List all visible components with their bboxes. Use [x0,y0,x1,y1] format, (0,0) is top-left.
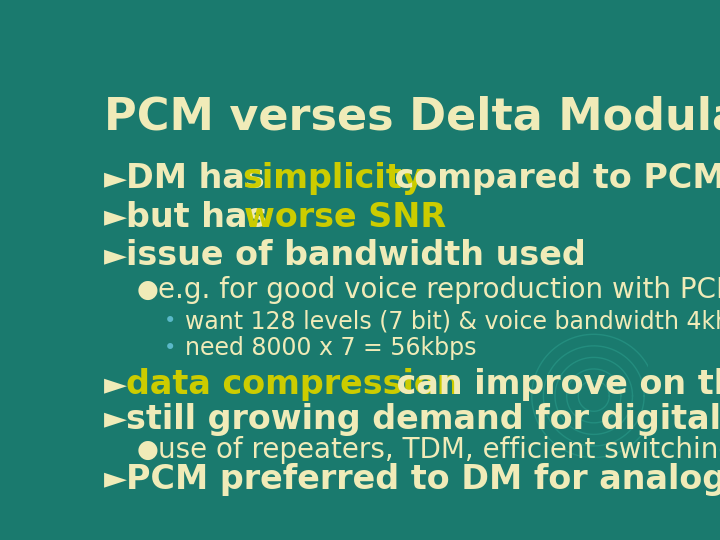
Text: ●: ● [137,279,158,302]
Text: PCM preferred to DM for analog signals: PCM preferred to DM for analog signals [126,463,720,496]
Text: ●: ● [137,438,158,462]
Text: ►: ► [104,164,127,193]
Text: but has: but has [126,201,279,234]
Text: compared to PCM: compared to PCM [383,162,720,195]
Text: ►: ► [104,202,127,232]
Text: can improve on this: can improve on this [385,368,720,401]
Text: •: • [163,338,176,358]
Text: data compression: data compression [126,368,460,401]
Text: ►: ► [104,241,127,270]
Text: issue of bandwidth used: issue of bandwidth used [126,239,585,272]
Text: need 8000 x 7 = 56kbps: need 8000 x 7 = 56kbps [185,336,477,360]
Text: still growing demand for digital signals: still growing demand for digital signals [126,402,720,435]
Text: worse SNR: worse SNR [244,201,446,234]
Text: e.g. for good voice reproduction with PCM: e.g. for good voice reproduction with PC… [158,276,720,305]
Text: ►: ► [104,370,127,399]
Text: •: • [163,311,176,331]
Text: simplicity: simplicity [242,162,423,195]
Text: want 128 levels (7 bit) & voice bandwidth 4khz: want 128 levels (7 bit) & voice bandwidt… [185,309,720,333]
Text: ►: ► [104,404,127,434]
Text: use of repeaters, TDM, efficient switching: use of repeaters, TDM, efficient switchi… [158,436,720,464]
Text: ►: ► [104,464,127,494]
Text: PCM verses Delta Modulation: PCM verses Delta Modulation [104,96,720,139]
Text: DM has: DM has [126,162,276,195]
